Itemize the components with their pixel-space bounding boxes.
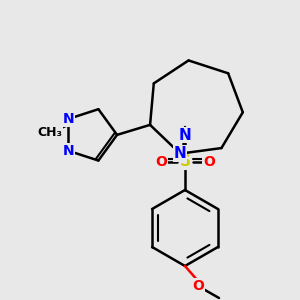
Text: O: O bbox=[203, 155, 215, 169]
Text: O: O bbox=[192, 279, 204, 293]
Text: CH₃: CH₃ bbox=[38, 127, 63, 140]
Text: N: N bbox=[178, 128, 191, 142]
Text: N: N bbox=[62, 112, 74, 126]
Text: S: S bbox=[179, 154, 191, 169]
Text: O: O bbox=[155, 155, 167, 169]
Text: N: N bbox=[174, 146, 187, 161]
Text: N: N bbox=[62, 144, 74, 158]
